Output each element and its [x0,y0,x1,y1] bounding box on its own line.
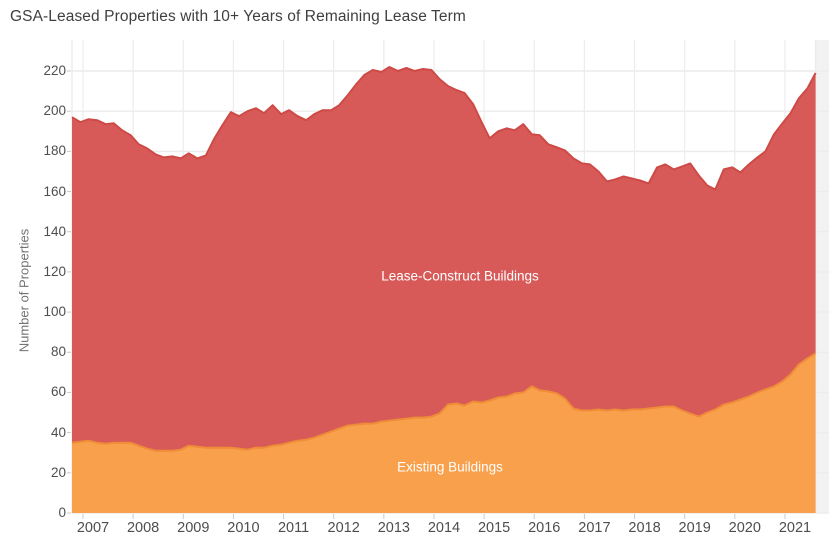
y-tick-label: 100 [43,304,66,320]
chart-title: GSA-Leased Properties with 10+ Years of … [10,8,466,25]
x-tick-label: 2016 [528,520,561,536]
x-tick-label: 2012 [327,520,360,536]
lease-construct-area-label: Lease-Construct Buildings [381,268,539,284]
y-tick-label: 140 [43,223,66,239]
x-tick-label: 2020 [728,520,761,536]
x-tick-label: 2021 [778,520,812,536]
y-tick-label: 160 [43,183,66,199]
x-tick-label: 2010 [227,520,260,536]
plot-right-gutter [815,40,829,513]
x-tick-label: 2007 [76,520,110,536]
x-tick-label: 2017 [578,520,611,536]
y-tick-label: 120 [43,263,66,279]
y-tick-label: 220 [43,63,66,78]
y-tick-label: 200 [43,103,66,119]
y-tick-label: 40 [50,424,66,440]
x-tick-label: 2015 [477,520,511,536]
x-tick-label: 2009 [177,520,210,536]
x-tick-label: 2018 [628,520,661,536]
lease-construct-buildings-area[interactable] [72,67,816,451]
x-tick-label: 2014 [427,520,461,536]
x-tick-label: 2011 [277,520,310,536]
y-tick-label: 80 [50,344,66,360]
x-tick-label: 2019 [678,520,711,536]
y-tick-label: 180 [43,143,66,159]
x-tick-label: 2008 [126,520,160,536]
y-tick-label: 60 [50,384,66,400]
existing-buildings-area[interactable] [72,353,816,513]
y-tick-label: 20 [50,464,66,480]
y-tick-label: 0 [58,505,66,520]
existing-edge-line [71,352,817,452]
lease-construct-edge-line [71,66,817,191]
existing-area-label: Existing Buildings [397,459,503,475]
x-tick-label: 2013 [377,520,410,536]
